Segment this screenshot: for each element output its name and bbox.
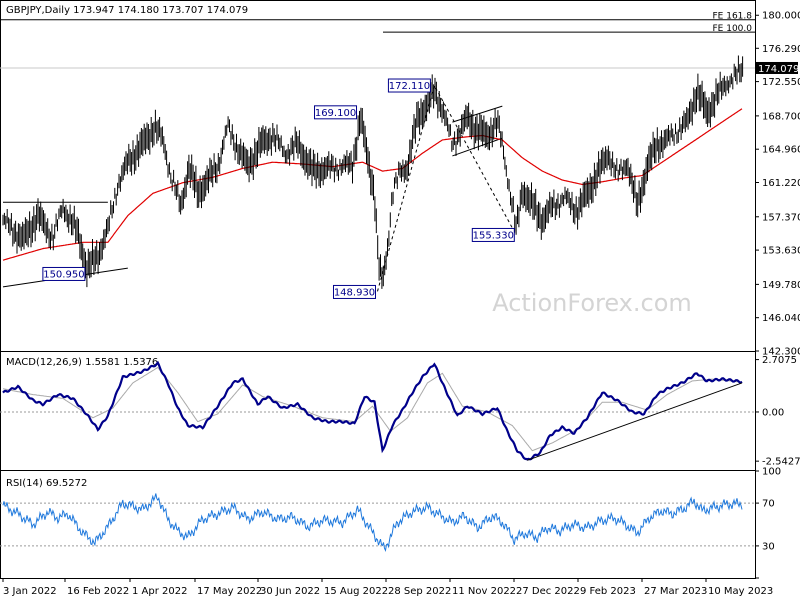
flag-lower-line [452, 137, 503, 157]
rsi-layer: 100 70 30 [0, 467, 781, 579]
price-axis: 180.000 176.290 172.550 168.700 164.960 161.2… [755, 11, 800, 358]
price-header: GBPJPY,Daily 173.947 174.180 173.707 174… [6, 5, 248, 16]
macd-tick-label: -2.5427 [762, 457, 800, 468]
rsi-tick-label: 100 [762, 467, 781, 478]
rsi-header: RSI(14) 69.5272 [6, 478, 87, 489]
date-tick-label: 28 Sep 2022 [388, 586, 451, 597]
date-tick-label: 27 Dec 2022 [516, 586, 580, 597]
date-tick-label: 3 Jan 2022 [3, 586, 57, 597]
macd-tick-label: 2.7075 [762, 355, 797, 366]
date-tick-label: 27 Mar 2023 [644, 586, 707, 597]
date-tick-label: 11 Nov 2022 [452, 586, 516, 597]
annotation-label: 148.930 [334, 287, 375, 298]
price-tick-label: 161.220 [762, 178, 800, 189]
date-tick-label: 16 Feb 2022 [67, 586, 129, 597]
price-bars [2, 55, 744, 289]
price-tick-label: 180.000 [762, 11, 800, 22]
macd-panel-frame [0, 351, 756, 471]
fib-level-label: FE 100.0 [713, 24, 753, 34]
macd-signal-line [2, 366, 743, 452]
price-tick-label: 142.300 [762, 347, 800, 358]
price-tick-label: 168.700 [762, 111, 800, 122]
annotation-box [314, 105, 358, 120]
date-tick-label: 17 May 2022 [197, 586, 262, 597]
annotation-box [332, 284, 376, 299]
annotation-box [471, 227, 515, 242]
rsi-tick-label: 70 [762, 499, 775, 510]
annotation-label: 169.100 [315, 108, 356, 119]
fib-level-label: FE 161.8 [713, 12, 753, 22]
price-annotations: 150.950 148.930 169.100 172.110 155.330 [42, 78, 515, 299]
price-tick-label: 153.630 [762, 246, 800, 257]
rsi-panel-frame [0, 470, 756, 579]
price-tick-label: 164.960 [762, 145, 800, 156]
macd-line [2, 360, 743, 461]
price-tick-label: 146.040 [762, 313, 800, 324]
macd-layer: 2.7075 0.00 -2.5427 [0, 355, 800, 468]
date-axis: 3 Jan 2022 16 Feb 2022 1 Apr 2022 17 May 20… [2, 578, 773, 597]
macd-tick-label: 0.00 [762, 407, 784, 418]
macd-trendline [527, 382, 743, 461]
annotation-label: 172.110 [389, 81, 430, 92]
last-price-tag [756, 61, 798, 74]
price-tick-label: 149.780 [762, 280, 800, 291]
date-tick-label: 9 Feb 2023 [580, 586, 636, 597]
annotation-label: 155.330 [473, 230, 514, 241]
annotation-label: 150.950 [43, 269, 84, 280]
price-tick-label: 176.290 [762, 44, 800, 55]
date-tick-label: 30 Jun 2022 [260, 586, 320, 597]
rsi-tick-label: 30 [762, 541, 775, 552]
date-tick-label: 1 Apr 2022 [132, 586, 187, 597]
date-tick-label: 10 May 2023 [708, 586, 773, 597]
annotation-box [42, 266, 86, 281]
annotation-box [387, 78, 431, 93]
rsi-line [2, 493, 743, 552]
macd-header: MACD(12,26,9) 1.5581 1.5376 [6, 357, 158, 368]
price-tick-label: 157.370 [762, 212, 800, 223]
price-series-layer: FE 161.8 FE 100.0 174.079 [0, 12, 799, 292]
price-tick-label: 172.550 [762, 77, 800, 88]
watermark: ActionForex.com [492, 289, 692, 317]
date-tick-label: 15 Aug 2022 [324, 586, 388, 597]
last-price-label: 174.079 [758, 64, 799, 75]
moving-average-line [2, 108, 743, 261]
